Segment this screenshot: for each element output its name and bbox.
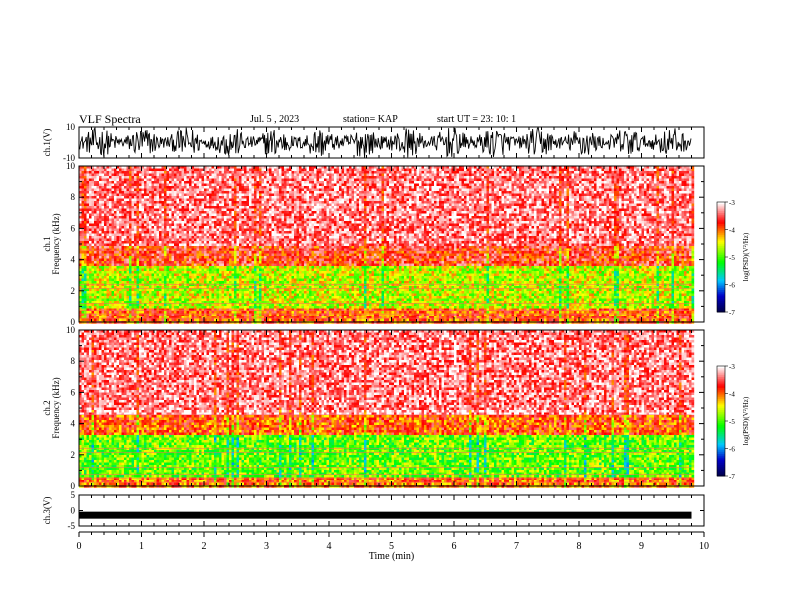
colorbar-tick-label: -3: [729, 363, 735, 371]
vlf-spectra-figure: VLF Spectra Jul. 5 , 2023 station= KAP s…: [0, 0, 792, 612]
x-tick-label: 1: [139, 541, 144, 552]
y-tick-label: 10: [66, 122, 76, 132]
x-tick-label: 0: [77, 541, 82, 552]
ch1-spectrogram-colorbar: -3 -4 -5 -6 -7 log(PSD)(V²/Hz): [717, 199, 750, 317]
y-tick-label: 8: [71, 356, 76, 366]
y-tick-label: 5: [71, 490, 76, 500]
colorbar-tick-label: -6: [729, 282, 735, 290]
colorbar-tick-label: -6: [729, 446, 735, 454]
y-tick-label: 2: [71, 286, 76, 296]
x-tick-label: 10: [699, 541, 709, 552]
y-tick-label: 0: [71, 506, 76, 516]
ch1-waveform-ylabel: ch.1(V): [42, 129, 52, 157]
x-tick-label: 9: [639, 541, 644, 552]
colorbar-tick-label: -4: [729, 391, 735, 399]
y-tick-label: -5: [68, 521, 76, 531]
ch3-waveform-ylabel: ch.3(V): [42, 497, 52, 525]
plot-area: 10-10ch.1(V)0246810ch.1 Frequency (kHz)-3…: [0, 0, 792, 612]
x-tick-label: 4: [327, 541, 332, 552]
colorbar-tick-label: -5: [729, 254, 735, 262]
y-tick-label: 4: [71, 419, 76, 429]
y-tick-label: 8: [71, 192, 76, 202]
x-tick-label: 2: [202, 541, 207, 552]
x-tick-label: 3: [264, 541, 269, 552]
x-tick-label: 7: [514, 541, 519, 552]
x-axis-label: Time (min): [369, 551, 414, 562]
y-tick-label: 10: [66, 325, 76, 335]
colorbar-tick-label: -7: [729, 309, 735, 317]
colorbar-label: log(PSD)(V²/Hz): [742, 232, 750, 281]
colorbar-tick-label: -3: [729, 199, 735, 207]
frequency-axis-label: Frequency (kHz): [51, 377, 61, 438]
y-tick-label: 6: [71, 387, 76, 397]
ch3-signal: [79, 512, 692, 519]
colorbar-label: log(PSD)(V²/Hz): [742, 396, 750, 445]
ch1-spectrogram-cells: [79, 166, 694, 324]
colorbar-tick-label: -7: [729, 473, 735, 481]
colorbar-tick-label: -5: [729, 418, 735, 426]
ch2-spectrogram-cells: [79, 330, 694, 488]
x-tick-label: 8: [577, 541, 582, 552]
x-tick-label: 6: [452, 541, 457, 552]
y-tick-label: 2: [71, 450, 76, 460]
y-tick-label: 10: [66, 161, 76, 171]
y-tick-label: 6: [71, 223, 76, 233]
ch2-spectrogram-colorbar: -3 -4 -5 -6 -7 log(PSD)(V²/Hz): [717, 363, 750, 481]
frequency-axis-label: Frequency (kHz): [51, 213, 61, 274]
y-tick-label: 4: [71, 255, 76, 265]
colorbar-tick-label: -4: [729, 227, 735, 235]
